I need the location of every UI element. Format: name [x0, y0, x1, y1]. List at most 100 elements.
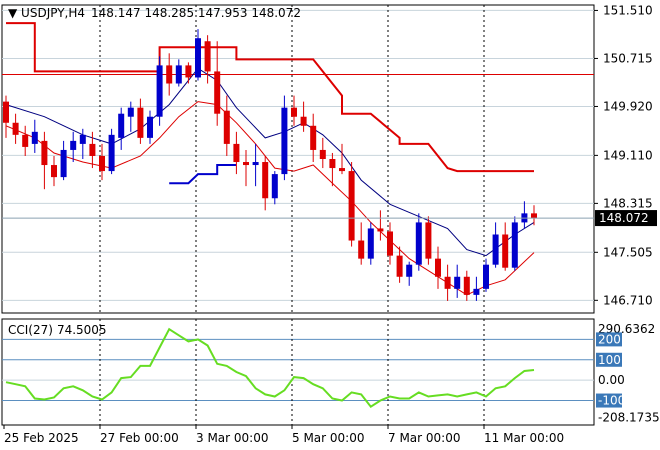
- price-tick-label: 150.715: [603, 51, 653, 65]
- candle-body: [281, 107, 288, 175]
- price-axis: 151.510 150.715 149.920 149.110 148.315 147.5…: [2, 3, 657, 307]
- candle: [358, 222, 365, 265]
- candle: [99, 143, 105, 181]
- candle-body: [60, 149, 67, 178]
- candle-body: [252, 162, 259, 166]
- candle: [435, 246, 441, 289]
- candle-body: [310, 125, 317, 150]
- candle-body: [51, 165, 57, 178]
- candle-body: [396, 255, 403, 277]
- candle: [51, 155, 57, 187]
- candle-body: [339, 168, 345, 172]
- candle: [127, 101, 134, 132]
- cci-panel-frame: [1, 318, 595, 426]
- candle-body: [406, 264, 413, 277]
- time-tick-label: 11 Mar 00:00: [484, 431, 564, 445]
- candle: [70, 131, 77, 163]
- candle-body: [358, 240, 365, 259]
- price-tick-label: 151.510: [603, 3, 653, 17]
- candle: [175, 59, 182, 87]
- candle: [262, 155, 269, 211]
- candle-body: [127, 107, 134, 117]
- moving-average-1: [5, 67, 535, 257]
- candle: [531, 205, 537, 226]
- candle-body: [348, 171, 355, 241]
- candle: [233, 131, 240, 175]
- price-tick-label: 148.315: [603, 196, 653, 210]
- candle-body: [329, 159, 336, 169]
- candle: [463, 270, 470, 301]
- collapse-triangle-icon[interactable]: ▼: [8, 6, 21, 20]
- candle-body: [511, 222, 518, 268]
- current-price-label: 148.072: [599, 211, 649, 225]
- cci-level-box: [596, 393, 622, 408]
- candle-body: [483, 264, 489, 289]
- time-axis: 25 Feb 2025 27 Feb 00:00 3 Mar 00:00 5 Mar …: [3, 425, 564, 445]
- candle-body: [473, 288, 480, 295]
- candle: [348, 162, 355, 247]
- candle-body: [415, 222, 422, 265]
- candle-body: [175, 65, 182, 84]
- candle: [147, 110, 153, 144]
- cci-line: [5, 327, 535, 409]
- cci-header: CCI(27) 74.5005: [8, 323, 107, 337]
- candle: [377, 210, 384, 241]
- candle-body: [531, 213, 537, 219]
- candle: [339, 143, 345, 175]
- symbol-label: USDJPY,H4: [21, 6, 85, 20]
- candle: [291, 95, 297, 126]
- candle-body: [147, 116, 153, 138]
- time-tick-label: 27 Feb 00:00: [100, 431, 179, 445]
- candle-body: [22, 134, 29, 147]
- candle: [444, 264, 451, 301]
- cci-tick-label: 0.00: [598, 373, 625, 387]
- cci-tick-label: 100: [598, 353, 621, 367]
- candle-body: [425, 222, 432, 259]
- candle-body: [444, 276, 451, 289]
- candle-body: [233, 143, 240, 163]
- candle-body: [243, 162, 249, 166]
- candle-body: [185, 65, 192, 78]
- candle-body: [387, 231, 393, 256]
- candle-body: [300, 116, 307, 126]
- candle: [502, 222, 509, 271]
- candle: [22, 125, 29, 156]
- stepped-high-line: [6, 22, 534, 173]
- candle: [243, 149, 249, 187]
- candles: [3, 29, 537, 301]
- candle-body: [435, 258, 441, 277]
- candle: [118, 107, 125, 150]
- candle-body: [262, 162, 269, 199]
- cci-value: 74.5005: [57, 323, 107, 337]
- ohlc-values: 148.147 148.285 147.953 148.072: [91, 6, 301, 20]
- candle: [12, 113, 19, 144]
- candle-body: [454, 276, 461, 289]
- candle: [79, 128, 86, 159]
- stepped-low-line: [169, 164, 237, 185]
- candle-body: [89, 143, 96, 156]
- cci-tick-label: 200: [598, 332, 621, 346]
- candle: [319, 137, 326, 169]
- candle-body: [108, 134, 115, 172]
- candle: [185, 62, 192, 84]
- candle: [310, 113, 317, 163]
- candle-body: [79, 134, 86, 144]
- candle-body: [31, 131, 38, 144]
- time-tick-label: 25 Feb 2025: [4, 431, 79, 445]
- candle-body: [70, 140, 77, 150]
- candle: [415, 213, 422, 271]
- candle: [492, 222, 499, 268]
- candle: [252, 143, 259, 187]
- candle-body: [502, 234, 509, 268]
- candle-body: [271, 174, 278, 199]
- candle-body: [118, 113, 125, 138]
- candle-body: [214, 71, 221, 114]
- candle-body: [291, 107, 297, 117]
- candle: [41, 131, 48, 190]
- candle: [3, 95, 9, 138]
- candle: [396, 246, 403, 283]
- chart-symbol-header: ▼ USDJPY,H4 148.147 148.285 147.953 148.0…: [8, 6, 301, 20]
- candle-body: [195, 38, 201, 78]
